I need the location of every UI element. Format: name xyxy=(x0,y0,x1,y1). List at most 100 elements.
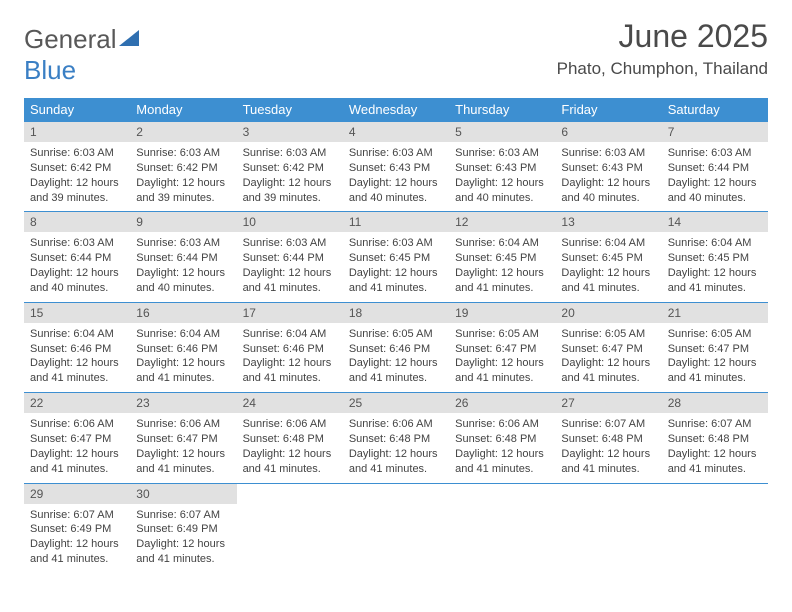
sunset-text: Sunset: 6:45 PM xyxy=(668,252,749,264)
sunset-text: Sunset: 6:42 PM xyxy=(243,162,324,174)
day-number xyxy=(343,483,449,504)
day-info: Sunrise: 6:07 AMSunset: 6:49 PMDaylight:… xyxy=(130,504,236,573)
daylight-text: Daylight: 12 hours and 41 minutes. xyxy=(349,267,438,294)
sunrise-text: Sunrise: 6:03 AM xyxy=(136,147,220,159)
sunrise-text: Sunrise: 6:04 AM xyxy=(243,328,327,340)
daylight-text: Daylight: 12 hours and 41 minutes. xyxy=(455,357,544,384)
sunrise-text: Sunrise: 6:04 AM xyxy=(136,328,220,340)
day-number: 3 xyxy=(237,122,343,143)
daylight-text: Daylight: 12 hours and 41 minutes. xyxy=(561,357,650,384)
day-number xyxy=(237,483,343,504)
sunrise-text: Sunrise: 6:07 AM xyxy=(561,418,645,430)
day-number: 15 xyxy=(24,302,130,323)
day-info: Sunrise: 6:04 AMSunset: 6:45 PMDaylight:… xyxy=(662,232,768,301)
day-cell xyxy=(449,504,555,573)
day-info: Sunrise: 6:07 AMSunset: 6:48 PMDaylight:… xyxy=(555,413,661,482)
day-cell xyxy=(662,504,768,573)
day-info-row: Sunrise: 6:06 AM Sunset: 6:47 PM Daylight:… xyxy=(24,413,768,483)
day-number: 23 xyxy=(130,393,236,414)
daylight-text: Daylight: 12 hours and 41 minutes. xyxy=(349,357,438,384)
day-cell: Sunrise: 6:03 AMSunset: 6:42 PMDaylight:… xyxy=(237,142,343,212)
sunset-text: Sunset: 6:43 PM xyxy=(455,162,536,174)
daylight-text: Daylight: 12 hours and 40 minutes. xyxy=(668,177,757,204)
day-cell: Sunrise: 6:06 AMSunset: 6:47 PMDaylight:… xyxy=(130,413,236,483)
day-info: Sunrise: 6:03 AMSunset: 6:44 PMDaylight:… xyxy=(662,142,768,211)
sunrise-text: Sunrise: 6:05 AM xyxy=(455,328,539,340)
day-name: Thursday xyxy=(449,98,555,122)
day-info: Sunrise: 6:03 AMSunset: 6:44 PMDaylight:… xyxy=(130,232,236,301)
day-number: 25 xyxy=(343,393,449,414)
day-cell: Sunrise: 6:07 AMSunset: 6:48 PMDaylight:… xyxy=(555,413,661,483)
day-number: 2 xyxy=(130,122,236,143)
daylight-text: Daylight: 12 hours and 41 minutes. xyxy=(243,267,332,294)
sunrise-text: Sunrise: 6:05 AM xyxy=(561,328,645,340)
day-number-row: 22232425262728 xyxy=(24,393,768,414)
day-info: Sunrise: 6:06 AMSunset: 6:48 PMDaylight:… xyxy=(237,413,343,482)
sunrise-text: Sunrise: 6:07 AM xyxy=(30,509,114,521)
day-number: 30 xyxy=(130,483,236,504)
day-info: Sunrise: 6:06 AMSunset: 6:48 PMDaylight:… xyxy=(449,413,555,482)
day-number-row: 2930 xyxy=(24,483,768,504)
day-number: 19 xyxy=(449,302,555,323)
day-number: 4 xyxy=(343,122,449,143)
sunset-text: Sunset: 6:46 PM xyxy=(136,343,217,355)
header: General Blue June 2025 Phato, Chumphon, … xyxy=(24,18,768,86)
day-number: 26 xyxy=(449,393,555,414)
sunset-text: Sunset: 6:49 PM xyxy=(136,523,217,535)
day-info-row: Sunrise: 6:03 AM Sunset: 6:44 PM Daylight:… xyxy=(24,232,768,302)
daylight-text: Daylight: 12 hours and 39 minutes. xyxy=(243,177,332,204)
sunset-text: Sunset: 6:48 PM xyxy=(243,433,324,445)
day-number-row: 15161718192021 xyxy=(24,302,768,323)
daylight-text: Daylight: 12 hours and 40 minutes. xyxy=(349,177,438,204)
daylight-text: Daylight: 12 hours and 41 minutes. xyxy=(30,538,119,565)
day-info: Sunrise: 6:03 AMSunset: 6:43 PMDaylight:… xyxy=(555,142,661,211)
sunrise-text: Sunrise: 6:03 AM xyxy=(668,147,752,159)
day-number: 10 xyxy=(237,212,343,233)
sunrise-text: Sunrise: 6:05 AM xyxy=(349,328,433,340)
sunrise-text: Sunrise: 6:03 AM xyxy=(349,237,433,249)
daylight-text: Daylight: 12 hours and 41 minutes. xyxy=(349,448,438,475)
day-info: Sunrise: 6:03 AMSunset: 6:43 PMDaylight:… xyxy=(449,142,555,211)
sunset-text: Sunset: 6:44 PM xyxy=(243,252,324,264)
day-info: Sunrise: 6:04 AMSunset: 6:45 PMDaylight:… xyxy=(449,232,555,301)
sunset-text: Sunset: 6:47 PM xyxy=(136,433,217,445)
day-cell: Sunrise: 6:04 AMSunset: 6:45 PMDaylight:… xyxy=(449,232,555,302)
sunrise-text: Sunrise: 6:04 AM xyxy=(668,237,752,249)
day-info: Sunrise: 6:04 AMSunset: 6:46 PMDaylight:… xyxy=(24,323,130,392)
daylight-text: Daylight: 12 hours and 41 minutes. xyxy=(668,448,757,475)
sunrise-text: Sunrise: 6:06 AM xyxy=(30,418,114,430)
day-info: Sunrise: 6:03 AMSunset: 6:42 PMDaylight:… xyxy=(24,142,130,211)
day-info: Sunrise: 6:05 AM Sunset: 6:47 PM Daylight:… xyxy=(449,323,555,392)
day-number: 11 xyxy=(343,212,449,233)
day-cell xyxy=(555,504,661,573)
day-info: Sunrise: 6:03 AMSunset: 6:42 PMDaylight:… xyxy=(237,142,343,211)
day-name: Sunday xyxy=(24,98,130,122)
day-number-row: 1234567 xyxy=(24,122,768,143)
day-number xyxy=(555,483,661,504)
brand-logo: General Blue xyxy=(24,18,141,86)
daylight-text: Daylight: 12 hours and 40 minutes. xyxy=(136,267,225,294)
daylight-text: Daylight: 12 hours and 40 minutes. xyxy=(30,267,119,294)
sunrise-text: Sunrise: 6:03 AM xyxy=(561,147,645,159)
day-number: 24 xyxy=(237,393,343,414)
day-number: 14 xyxy=(662,212,768,233)
day-cell: Sunrise: 6:05 AMSunset: 6:47 PMDaylight:… xyxy=(555,323,661,393)
sunset-text: Sunset: 6:42 PM xyxy=(30,162,111,174)
day-cell: Sunrise: 6:05 AM Sunset: 6:47 PM Daylight:… xyxy=(449,323,555,393)
day-info-row: Sunrise: 6:04 AM Sunset: 6:46 PM Daylight:… xyxy=(24,323,768,393)
daylight-text: Daylight: 12 hours and 39 minutes. xyxy=(30,177,119,204)
sunset-text: Sunset: 6:42 PM xyxy=(136,162,217,174)
sunset-text: Sunset: 6:49 PM xyxy=(30,523,111,535)
sunrise-text: Sunrise: 6:03 AM xyxy=(136,237,220,249)
calendar-header: Sunday Monday Tuesday Wednesday Thursday… xyxy=(24,98,768,122)
sunset-text: Sunset: 6:46 PM xyxy=(349,343,430,355)
day-info: Sunrise: 6:06 AMSunset: 6:47 PMDaylight:… xyxy=(130,413,236,482)
sunset-text: Sunset: 6:44 PM xyxy=(30,252,111,264)
sunset-text: Sunset: 6:47 PM xyxy=(30,433,111,445)
sunset-text: Sunset: 6:47 PM xyxy=(455,343,536,355)
page-title: June 2025 xyxy=(557,18,768,55)
day-cell: Sunrise: 6:04 AMSunset: 6:46 PMDaylight:… xyxy=(24,323,130,393)
day-number: 9 xyxy=(130,212,236,233)
day-number: 12 xyxy=(449,212,555,233)
daylight-text: Daylight: 12 hours and 40 minutes. xyxy=(561,177,650,204)
